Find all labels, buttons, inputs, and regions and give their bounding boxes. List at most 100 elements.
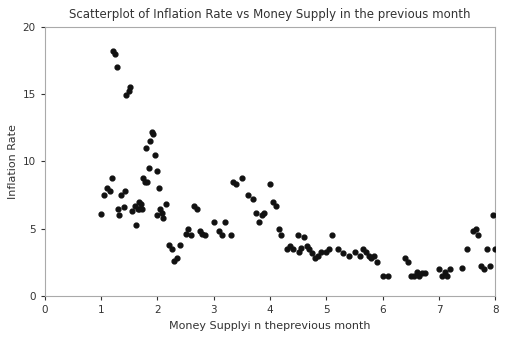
Point bbox=[379, 273, 387, 279]
Point bbox=[122, 93, 130, 98]
Point bbox=[477, 264, 485, 269]
Point bbox=[148, 129, 156, 135]
Point bbox=[145, 165, 153, 171]
Point bbox=[359, 246, 367, 252]
Point bbox=[486, 264, 494, 269]
Title: Scatterplot of Inflation Rate vs Money Supply in the previous month: Scatterplot of Inflation Rate vs Money S… bbox=[69, 8, 471, 21]
Point bbox=[446, 266, 454, 272]
Point bbox=[149, 132, 157, 137]
Point bbox=[210, 219, 218, 225]
Point bbox=[295, 249, 303, 254]
Point bbox=[113, 64, 121, 70]
Point bbox=[325, 246, 333, 252]
Point bbox=[475, 233, 483, 238]
Point bbox=[176, 242, 184, 247]
Point bbox=[196, 229, 204, 234]
Point bbox=[294, 233, 302, 238]
Point bbox=[120, 204, 128, 210]
Point bbox=[469, 229, 477, 234]
Point bbox=[156, 206, 164, 211]
Point bbox=[334, 246, 342, 252]
Point bbox=[136, 202, 144, 207]
Point bbox=[143, 179, 152, 184]
Point bbox=[480, 266, 488, 272]
Point bbox=[404, 260, 412, 265]
Point bbox=[97, 211, 105, 217]
Point bbox=[134, 206, 142, 211]
Point bbox=[153, 168, 161, 174]
Point bbox=[472, 226, 480, 232]
Point bbox=[252, 210, 260, 215]
Point bbox=[215, 229, 224, 234]
Point bbox=[238, 175, 246, 180]
Point bbox=[114, 206, 122, 211]
Point bbox=[132, 222, 140, 227]
Point bbox=[300, 234, 308, 240]
Point bbox=[370, 253, 378, 258]
Point bbox=[121, 188, 129, 194]
Point bbox=[108, 175, 117, 180]
Point bbox=[170, 258, 178, 264]
Point bbox=[100, 192, 108, 198]
Point bbox=[190, 203, 198, 208]
Point bbox=[165, 242, 173, 247]
Point bbox=[146, 138, 154, 144]
Point bbox=[139, 175, 148, 180]
Point bbox=[227, 233, 235, 238]
Point bbox=[153, 213, 161, 218]
Point bbox=[288, 246, 297, 252]
Point bbox=[131, 203, 139, 208]
Point bbox=[137, 206, 146, 211]
Point bbox=[182, 232, 190, 237]
Point bbox=[229, 179, 237, 184]
Point bbox=[117, 192, 125, 198]
Point bbox=[159, 215, 167, 221]
Point bbox=[185, 226, 193, 232]
Point bbox=[317, 249, 325, 254]
Point bbox=[266, 182, 274, 187]
Point bbox=[261, 210, 269, 215]
Point bbox=[151, 152, 159, 157]
Point bbox=[258, 213, 266, 218]
Point bbox=[418, 271, 426, 276]
Point bbox=[438, 273, 446, 279]
Point bbox=[413, 269, 421, 275]
Point bbox=[435, 266, 443, 272]
Point bbox=[339, 250, 347, 256]
Point bbox=[218, 233, 226, 238]
Point bbox=[115, 213, 123, 218]
Point bbox=[269, 199, 277, 204]
Point bbox=[158, 210, 166, 215]
Point bbox=[345, 253, 353, 258]
Point bbox=[384, 273, 392, 279]
Point bbox=[193, 206, 201, 211]
Point bbox=[488, 213, 496, 218]
Point bbox=[444, 273, 452, 279]
Point bbox=[243, 192, 251, 198]
Point bbox=[255, 219, 263, 225]
X-axis label: Money Supplyi n theprevious month: Money Supplyi n theprevious month bbox=[169, 321, 371, 331]
Point bbox=[441, 269, 449, 275]
Point bbox=[314, 253, 322, 258]
Point bbox=[187, 233, 195, 238]
Point bbox=[126, 84, 134, 90]
Point bbox=[297, 245, 305, 250]
Y-axis label: Inflation Rate: Inflation Rate bbox=[8, 124, 18, 199]
Point bbox=[167, 246, 175, 252]
Point bbox=[368, 256, 376, 261]
Point bbox=[277, 233, 285, 238]
Point bbox=[365, 253, 373, 258]
Point bbox=[141, 179, 149, 184]
Point bbox=[421, 271, 429, 276]
Point bbox=[283, 246, 291, 252]
Point bbox=[110, 48, 118, 54]
Point bbox=[491, 246, 499, 252]
Point bbox=[362, 249, 370, 254]
Point bbox=[272, 203, 280, 208]
Point bbox=[322, 249, 331, 254]
Point bbox=[415, 273, 423, 279]
Point bbox=[162, 202, 170, 207]
Point bbox=[407, 273, 415, 279]
Point bbox=[232, 182, 240, 187]
Point bbox=[128, 208, 136, 214]
